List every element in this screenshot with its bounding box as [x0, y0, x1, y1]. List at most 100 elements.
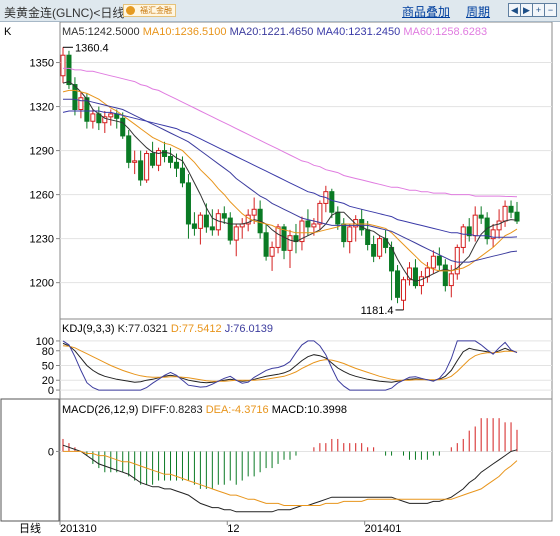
candle-down: [66, 54, 72, 86]
candle-up: [299, 220, 305, 243]
kdj-tick-label: 0: [48, 385, 54, 397]
candle-up: [502, 205, 508, 222]
candle-up: [144, 153, 150, 181]
candle-down: [412, 267, 418, 287]
candle-up: [454, 246, 460, 275]
macd-axis-box: [0, 398, 60, 522]
legend-ma60: MA60:1258.6283: [403, 26, 487, 38]
x-tick-label: 201401: [365, 523, 402, 535]
candle-down: [365, 229, 371, 245]
legend-ma40: MA40:1231.2450: [316, 26, 403, 38]
candle-down: [466, 226, 472, 237]
candle-down: [442, 264, 448, 287]
kdj-tick-label: 20: [42, 375, 54, 387]
ma-legend: MA5:1242.5000 MA10:1236.5100 MA20:1221.4…: [62, 26, 487, 38]
candle-up: [424, 267, 430, 278]
candle-down: [335, 211, 341, 225]
kdj-k-line: [62, 342, 518, 384]
ma40-line: [62, 110, 518, 238]
candle-up: [90, 113, 96, 122]
candle-down: [209, 226, 215, 231]
candle-up: [353, 219, 359, 228]
candle-up: [233, 226, 239, 241]
candle-up: [406, 267, 413, 281]
macd-title: MACD(26,12,9): [62, 404, 141, 416]
candle-down: [341, 223, 347, 243]
ma10-line: [62, 89, 518, 272]
legend-ma10: MA10:1236.5100: [143, 26, 230, 38]
candle-up: [496, 220, 502, 231]
candle-up: [275, 226, 281, 248]
candle-down: [329, 191, 335, 213]
period-button[interactable]: 周期: [466, 5, 491, 19]
logo-icon: [126, 6, 135, 15]
macd-panel-frame: [59, 398, 553, 522]
candle-up: [287, 235, 293, 251]
window-title: 美黄金连(GLNC)<日线>: [4, 6, 132, 20]
overlay-button[interactable]: 商品叠加: [402, 5, 451, 19]
candle-down: [167, 155, 174, 163]
broker-logo: 福汇金融: [123, 4, 176, 17]
candle-down: [126, 135, 132, 163]
candle-up: [448, 273, 454, 287]
kdj-tick-label: 80: [42, 346, 54, 358]
candle-up: [102, 116, 108, 124]
legend-k: K:77.0321: [118, 323, 171, 335]
kdj-legend: KDJ(9,3,3) K:77.0321 D:77.5412 J:76.0139: [62, 323, 273, 335]
x-axis-label: 日线: [19, 521, 41, 535]
macd-tick-label: 0: [48, 446, 54, 458]
candle-down: [191, 223, 197, 229]
price-tick-label: 1260: [30, 190, 54, 202]
price-tick-label: 1230: [30, 234, 54, 246]
legend-ma20: MA20:1221.4650: [230, 26, 317, 38]
title-bar: 美黄金连(GLNC)<日线> 福汇金融 商品叠加 周期 ◀ ▶ + −: [0, 0, 560, 22]
price-tick-label: 1200: [30, 278, 54, 290]
candle-up: [156, 150, 162, 166]
candle-down: [436, 255, 442, 266]
candle-up: [269, 246, 275, 257]
price-panel-title: K: [4, 26, 12, 38]
legend-macd: MACD:10.3998: [272, 404, 347, 416]
macd-legend: MACD(26,12,9) DIFF:0.8283 DEA:-4.3716 MA…: [62, 404, 347, 416]
candle-down: [203, 214, 209, 228]
candle-up: [108, 113, 114, 118]
ma20-line: [63, 98, 518, 263]
price-panel-frame: [59, 22, 553, 320]
price-tick-label: 1290: [30, 146, 54, 158]
candle-down: [120, 117, 126, 137]
candle-down: [227, 217, 233, 241]
candle-down: [371, 244, 377, 257]
ma60-line: [63, 67, 518, 198]
candle-up: [430, 255, 436, 269]
diff-line: [62, 444, 518, 513]
kdj-d-line: [62, 345, 518, 382]
candle-down: [263, 232, 269, 257]
candle-up: [472, 214, 478, 237]
kdj-title: KDJ(9,3,3): [62, 323, 118, 335]
candle-up: [251, 208, 257, 216]
legend-j: J:76.0139: [225, 323, 273, 335]
candle-down: [179, 167, 185, 184]
candle-down: [72, 84, 78, 110]
price-tick-label: 1320: [30, 102, 54, 114]
candle-up: [460, 226, 466, 248]
dea-line: [63, 450, 518, 506]
zoom-out-icon[interactable]: −: [544, 3, 557, 17]
candle-down: [478, 214, 484, 219]
x-tick-label: 12: [227, 523, 239, 535]
candle-down: [508, 205, 514, 213]
price-tick-label: 1350: [30, 58, 54, 70]
candle-down: [305, 220, 311, 228]
low-annotation: 1181.4: [361, 305, 394, 317]
candle-up: [418, 276, 424, 287]
candle-down: [150, 153, 156, 166]
legend-d: D:77.5412: [171, 323, 225, 335]
candle-down: [395, 270, 401, 298]
candle-down: [359, 219, 365, 231]
candle-up: [490, 229, 496, 240]
candle-up: [132, 160, 138, 163]
kdj-tick-label: 50: [42, 361, 54, 373]
legend-dea: DEA:-4.3716: [206, 404, 272, 416]
